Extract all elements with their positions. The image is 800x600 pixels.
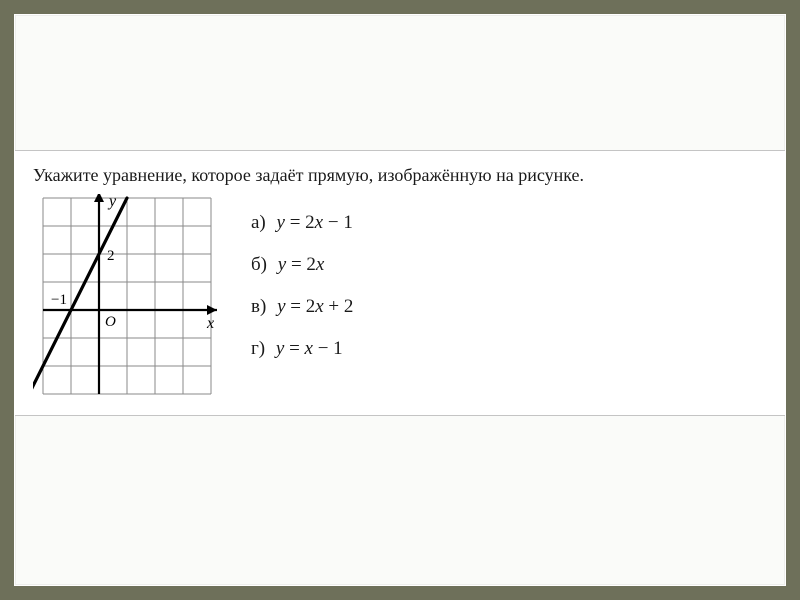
svg-text:y: y	[107, 194, 117, 210]
option-b: б) y = 2x	[251, 254, 353, 276]
svg-text:x: x	[206, 315, 214, 332]
content-strip: Укажите уравнение, которое задаёт прямую…	[15, 150, 785, 416]
option-b-expr: y = 2x	[278, 254, 325, 275]
answer-options: а) y = 2x − 1 б) y = 2x в) y = 2x + 2 г)…	[251, 194, 353, 360]
option-g-tag: г)	[251, 338, 265, 359]
graph: y x O −1 2	[33, 194, 223, 399]
slide-frame: Укажите уравнение, которое задаёт прямую…	[0, 0, 800, 600]
option-g: г) y = x − 1	[251, 338, 353, 360]
option-a-tag: а)	[251, 212, 266, 233]
option-v: в) y = 2x + 2	[251, 296, 353, 318]
svg-text:2: 2	[107, 248, 115, 264]
graph-svg: y x O −1 2	[33, 194, 223, 399]
question-text: Укажите уравнение, которое задаёт прямую…	[33, 165, 767, 186]
option-v-tag: в)	[251, 296, 266, 317]
slide-inner: Укажите уравнение, которое задаёт прямую…	[14, 14, 786, 586]
option-g-expr: y = x − 1	[276, 338, 343, 359]
option-a: а) y = 2x − 1	[251, 212, 353, 234]
content-row: y x O −1 2 а) y = 2x − 1 б) y = 2x в) y = 2x…	[33, 194, 767, 399]
option-b-tag: б)	[251, 254, 267, 275]
svg-text:−1: −1	[51, 292, 67, 308]
svg-text:O: O	[105, 314, 116, 330]
option-a-expr: y = 2x − 1	[277, 212, 353, 233]
option-v-expr: y = 2x + 2	[277, 296, 353, 317]
